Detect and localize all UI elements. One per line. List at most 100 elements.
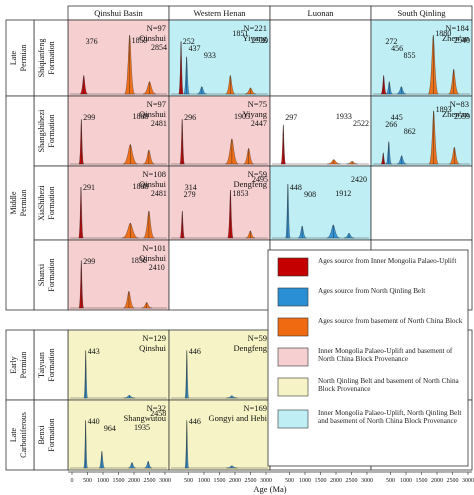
formation-label: Shiqianfeng bbox=[37, 39, 46, 78]
formation-label: Shangshihezi bbox=[37, 109, 46, 152]
x-tick-label: 3000 bbox=[260, 478, 272, 484]
sample-count: N=75 bbox=[248, 99, 267, 109]
age-label: 2420 bbox=[351, 175, 367, 184]
period-box bbox=[5, 95, 35, 311]
sample-count: N=101 bbox=[142, 243, 166, 253]
age-label: 1836 bbox=[131, 256, 147, 265]
legend-swatch bbox=[277, 377, 309, 397]
locality-label: Qinshui bbox=[139, 109, 167, 119]
formation-label: Formation bbox=[47, 348, 56, 381]
locality-label: Qinshui bbox=[139, 343, 167, 353]
age-label: 2522 bbox=[353, 119, 369, 128]
age-label: 252 bbox=[183, 37, 195, 46]
age-label: 1859 bbox=[132, 36, 148, 45]
locality-label: Dengfeng bbox=[233, 343, 267, 353]
formation-label: Benxi bbox=[37, 425, 46, 445]
sample-count: N=59 bbox=[248, 169, 267, 179]
legend-swatch bbox=[277, 347, 309, 367]
age-label: 2447 bbox=[251, 119, 267, 128]
locality-label: Qinshui bbox=[139, 33, 167, 43]
formation-label: Taiyuan bbox=[37, 352, 46, 378]
age-label: 437 bbox=[189, 44, 201, 53]
x-tick-label: 2500 bbox=[346, 478, 358, 484]
age-label: 933 bbox=[204, 51, 216, 60]
legend-swatch bbox=[277, 317, 309, 337]
period-label: Late bbox=[9, 427, 18, 442]
x-tick-label: 0 bbox=[71, 478, 74, 484]
sample-count: N=59 bbox=[248, 333, 267, 343]
x-tick-label: 1500 bbox=[315, 478, 327, 484]
sample-count: N=83 bbox=[450, 99, 469, 109]
legend-item-text: Ages source from basement of North China… bbox=[318, 317, 463, 325]
legend-swatch bbox=[277, 287, 309, 307]
sample-count: N=129 bbox=[142, 333, 166, 343]
sample-count: N=169 bbox=[243, 403, 267, 413]
locality-label: Qinshui bbox=[139, 253, 167, 263]
locality-label: Zhen'an bbox=[442, 33, 470, 43]
column-header: Luonan bbox=[308, 8, 335, 18]
legend-item-text: Inner Mongolia Palaeo-Uplift and basemen… bbox=[318, 347, 453, 363]
x-tick-label: 1000 bbox=[198, 478, 210, 484]
age-label: 279 bbox=[184, 190, 196, 199]
legend-item-text: Ages source from North Qinling Belt bbox=[318, 287, 426, 295]
legend-item-text: Ages source from Inner Mongolia Palaeo-U… bbox=[318, 257, 457, 265]
locality-label: Dengfeng bbox=[233, 179, 267, 189]
period-label: Permian bbox=[19, 352, 28, 379]
x-tick-label: 3000 bbox=[159, 478, 171, 484]
age-label: 908 bbox=[304, 190, 316, 199]
formation-box bbox=[33, 95, 69, 167]
age-label: 855 bbox=[404, 51, 416, 60]
age-label: 376 bbox=[86, 37, 98, 46]
period-box bbox=[5, 19, 35, 97]
formation-box bbox=[33, 239, 69, 311]
age-label: 1880 bbox=[435, 29, 451, 38]
age-label: 448 bbox=[290, 183, 302, 192]
x-tick-label: 500 bbox=[386, 478, 395, 484]
x-tick-label: 500 bbox=[285, 478, 294, 484]
x-tick-label: 1500 bbox=[113, 478, 125, 484]
age-label: 314 bbox=[185, 183, 197, 192]
column-header: South Qinling bbox=[398, 8, 447, 18]
formation-label: Formation bbox=[47, 114, 56, 147]
x-tick-label: 500 bbox=[83, 478, 92, 484]
legend-swatch bbox=[277, 257, 309, 277]
age-label: 2481 bbox=[151, 119, 167, 128]
age-label: 1853 bbox=[232, 189, 248, 198]
sample-count: N=97 bbox=[147, 23, 166, 33]
x-tick-label: 2500 bbox=[144, 478, 156, 484]
age-label: 291 bbox=[83, 183, 95, 192]
panel-cell bbox=[269, 19, 372, 97]
period-box bbox=[5, 399, 35, 471]
legend-item-text: North Qinling Belt and basement of North… bbox=[318, 377, 459, 393]
age-label: 1888 bbox=[133, 182, 149, 191]
age-label: 2540 bbox=[454, 36, 470, 45]
x-tick-label: 2000 bbox=[431, 478, 443, 484]
panel-cell bbox=[269, 95, 372, 167]
locality-label: Gongyi and Hebi bbox=[208, 413, 267, 423]
formation-label: Formation bbox=[47, 186, 56, 219]
x-tick-label: 2000 bbox=[330, 478, 342, 484]
age-label: 862 bbox=[404, 127, 416, 136]
locality-label: Yiyang bbox=[242, 109, 267, 119]
sample-count: N=221 bbox=[243, 23, 267, 33]
age-label: 1888 bbox=[133, 112, 149, 121]
panel-cell bbox=[168, 95, 271, 167]
formation-label: Shanxi bbox=[37, 263, 46, 286]
legend-item-text: Inner Mongolia Palaeo-Uplift, North Qinl… bbox=[318, 409, 462, 425]
age-label: 2458 bbox=[150, 409, 166, 418]
locality-label: Zhen'an bbox=[442, 109, 470, 119]
column-header: Western Henan bbox=[194, 8, 247, 18]
age-label: 297 bbox=[285, 113, 297, 122]
locality-label: Qinshui bbox=[139, 179, 167, 189]
formation-box bbox=[33, 329, 69, 401]
period-label: Permian bbox=[19, 190, 28, 217]
age-label: 1912 bbox=[335, 189, 351, 198]
age-label: 1905 bbox=[234, 112, 250, 121]
age-label: 2495 bbox=[252, 175, 268, 184]
age-label: 2559 bbox=[454, 112, 470, 121]
formation-label: Formation bbox=[47, 418, 56, 451]
panel-cell bbox=[168, 239, 271, 311]
panel-cell bbox=[67, 165, 170, 241]
period-box bbox=[5, 329, 35, 401]
